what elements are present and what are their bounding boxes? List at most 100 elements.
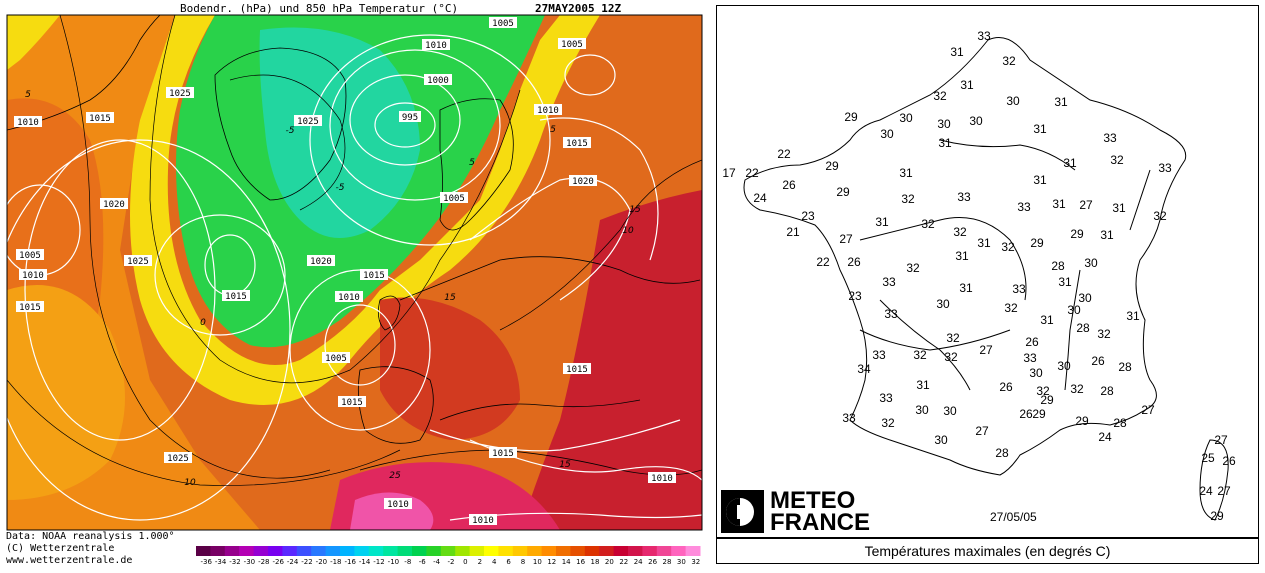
scale-swatch [455,546,471,556]
scale-swatch [599,546,615,556]
isobar-label-text: 1010 [651,474,673,484]
isobar-label: 1015 [16,301,44,313]
scale-swatch [412,546,427,556]
isobar-label-text: 1005 [492,19,514,29]
isotherm-label: -5 [336,183,345,193]
isobar-label: 1010 [19,269,47,281]
isobar-1020-east [469,177,631,301]
credit-line-copyright: (C) Wetterzentrale [6,543,115,554]
isobar-label: 1015 [563,137,591,149]
mediterranean-coast [439,399,641,421]
isobar-label-text: 1005 [325,354,347,364]
isotherm-0 [149,15,521,384]
isobar-low-iceland-4 [309,34,551,246]
scale-swatch [570,546,586,556]
temp-band-red-east [520,190,702,530]
brand-line-meteo: METEO [770,487,856,514]
scale-label: -18 [330,558,342,566]
scale-label: 14 [561,558,571,566]
map-title: Bodendr. (hPa) und 850 hPa Temperatur (°… [180,2,459,15]
isobar-label-text: 1020 [572,177,594,187]
isobar-1015-east [539,117,659,261]
isotherm-minus5 [229,74,346,211]
isobar-label-text: 1015 [566,365,588,375]
scale-label: -16 [344,558,356,566]
brand-line-france: FRANCE [770,509,870,536]
scale-swatch [685,546,701,556]
isobar-label: 1010 [469,514,497,526]
scale-label: -22 [301,558,313,566]
scale-label: -8 [404,558,412,566]
scale-label: 24 [633,558,643,566]
isotherm-label: 15 [629,205,641,215]
isobar-label-text: 1015 [341,398,363,408]
isobar-label-text: 1020 [103,200,125,210]
scale-swatch [440,546,456,556]
scale-label: -30 [243,558,256,566]
isotherm-label: 15 [559,460,571,470]
isobar-label-text: 1010 [22,271,44,281]
scale-swatch [628,546,643,556]
isobar-label: 1005 [16,249,44,261]
scale-swatch [469,546,485,556]
isobar-label: 1005 [558,38,586,50]
isobar-high-atlantic-2 [154,214,286,336]
isobar-label: 1010 [335,291,363,303]
scale-label: 6 [506,558,511,566]
isobar-label-text: 1005 [561,40,583,50]
scale-swatch [498,546,514,556]
isobar-low-iceland-2 [349,74,461,166]
isobar-label: 1015 [222,290,250,302]
scale-swatch [556,546,571,556]
isobar-label-text: 1015 [363,271,385,281]
isobar-label: 1015 [489,447,517,459]
isotherm-5 [59,15,331,479]
isobar-label: 1015 [563,363,591,375]
map-date: 27MAY2005 12Z [535,2,622,15]
isobar-label-text: 1005 [443,194,465,204]
isobar-1015-south [429,419,681,452]
isotherm-label: 25 [389,471,401,481]
scale-label: 8 [520,558,526,566]
isobar-label-text: 1010 [472,516,494,526]
isobar-label-text: 1025 [167,454,189,464]
isobar-label-text: 1000 [427,76,449,86]
scale-label: -20 [315,558,328,566]
scale-label: 30 [676,558,686,566]
scale-swatch [340,546,355,556]
credit-line-data: Data: NOAA reanalysis 1.000° [6,531,175,542]
isobar-label: 1020 [307,255,335,267]
scale-label: -4 [433,558,441,566]
scale-swatch [584,546,600,556]
isobar-label-text: 1005 [19,251,41,261]
scale-swatch [527,546,543,556]
isobar-low-iceland-3 [329,49,501,201]
scale-label: 22 [619,558,629,566]
map-caption: Températures maximales (en degrés C) [716,538,1259,564]
isotherm-label: 5 [469,158,475,168]
scale-swatch [210,546,226,556]
isobar-label-text: 1015 [492,449,514,459]
isotherm-label: 0 [200,318,206,328]
scale-label: -12 [373,558,385,566]
scale-label: -24 [286,558,299,566]
scale-swatch [311,546,327,556]
scale-swatch [642,546,658,556]
isobar-label-text: 1025 [297,117,319,127]
scale-label: 20 [604,558,614,566]
forecast-date: 27/05/05 [990,510,1037,524]
isobar-label-text: 1010 [537,106,559,116]
isotherm-label: 10 [622,226,634,236]
isobar-label: 1010 [534,104,562,116]
isobar-label: 1010 [14,116,42,128]
isobar-label-text: 1010 [387,500,409,510]
temp-band-orange-center [7,285,125,500]
scale-label: 4 [491,558,497,566]
isotherm-label: 10 [184,478,196,488]
isobar-label: 1005 [489,17,517,29]
scale-label: -14 [358,558,371,566]
scale-swatch [512,546,528,556]
scale-label: -26 [272,558,284,566]
isobar-label: 1010 [384,498,412,510]
isobar-label: 1015 [86,112,114,124]
